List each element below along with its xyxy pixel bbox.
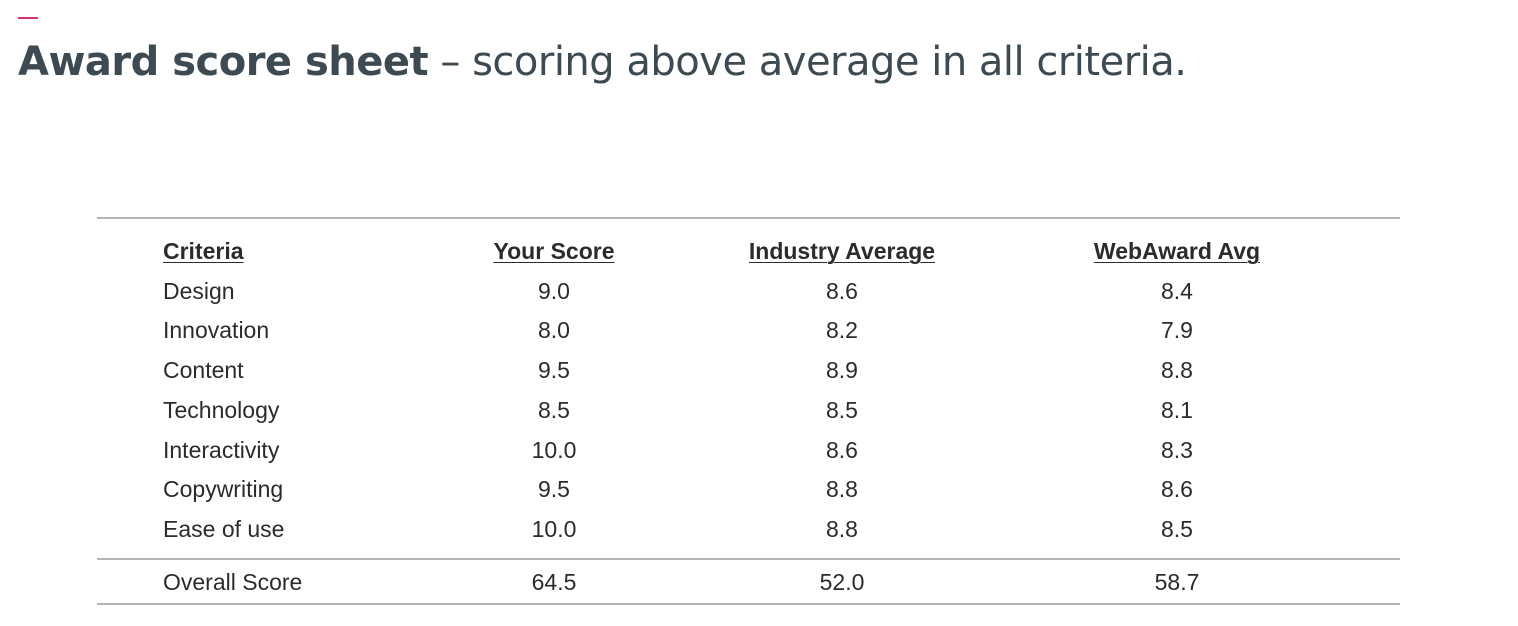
criteria-cell: Content <box>163 357 244 383</box>
criteria-cell: Technology <box>163 397 280 423</box>
column-header-industry-average: Industry Average <box>748 238 936 264</box>
industry-average-cell: 8.6 <box>826 437 858 463</box>
webaward-avg-cell: 8.1 <box>1161 397 1193 423</box>
table-top-rule <box>97 217 1400 219</box>
your-score-cell: 8.5 <box>538 397 570 423</box>
your-score-cell: 10.0 <box>531 516 577 542</box>
criteria-cell: Copywriting <box>163 476 284 502</box>
overall-score-label: Overall Score <box>163 569 303 595</box>
your-score-cell: 8.0 <box>538 317 570 343</box>
webaward-avg-cell: 8.4 <box>1161 278 1193 304</box>
page-title: Award score sheet – scoring above averag… <box>18 36 1187 88</box>
accent-dash <box>18 17 38 19</box>
webaward-avg-cell: 8.5 <box>1161 516 1193 542</box>
industry-average-cell: 8.6 <box>826 278 858 304</box>
your-score-cell: 9.5 <box>538 476 570 502</box>
industry-average-cell: 8.8 <box>826 516 858 542</box>
overall-your-score: 64.5 <box>531 569 577 595</box>
criteria-cell: Innovation <box>163 317 270 343</box>
criteria-cell: Ease of use <box>163 516 285 542</box>
table-total-rule <box>97 558 1400 560</box>
your-score-cell: 9.5 <box>538 357 570 383</box>
industry-average-cell: 8.5 <box>826 397 858 423</box>
your-score-cell: 9.0 <box>538 278 570 304</box>
industry-average-cell: 8.9 <box>826 357 858 383</box>
webaward-avg-cell: 8.3 <box>1161 437 1193 463</box>
overall-webaward-avg: 58.7 <box>1154 569 1200 595</box>
webaward-avg-cell: 8.8 <box>1161 357 1193 383</box>
industry-average-cell: 8.2 <box>826 317 858 343</box>
page-title-subtitle: – scoring above average in all criteria. <box>428 39 1187 85</box>
column-header-your-score: Your Score <box>493 238 615 264</box>
criteria-cell: Design <box>163 278 235 304</box>
webaward-avg-cell: 8.6 <box>1161 476 1193 502</box>
column-header-webaward-avg: WebAward Avg <box>1093 238 1261 264</box>
overall-industry-average: 52.0 <box>819 569 865 595</box>
webaward-avg-cell: 7.9 <box>1161 317 1193 343</box>
your-score-cell: 10.0 <box>531 437 577 463</box>
page-title-strong: Award score sheet <box>18 39 429 85</box>
criteria-cell: Interactivity <box>163 437 280 463</box>
industry-average-cell: 8.8 <box>826 476 858 502</box>
column-header-criteria: Criteria <box>163 238 244 264</box>
table-bottom-rule <box>97 603 1400 605</box>
